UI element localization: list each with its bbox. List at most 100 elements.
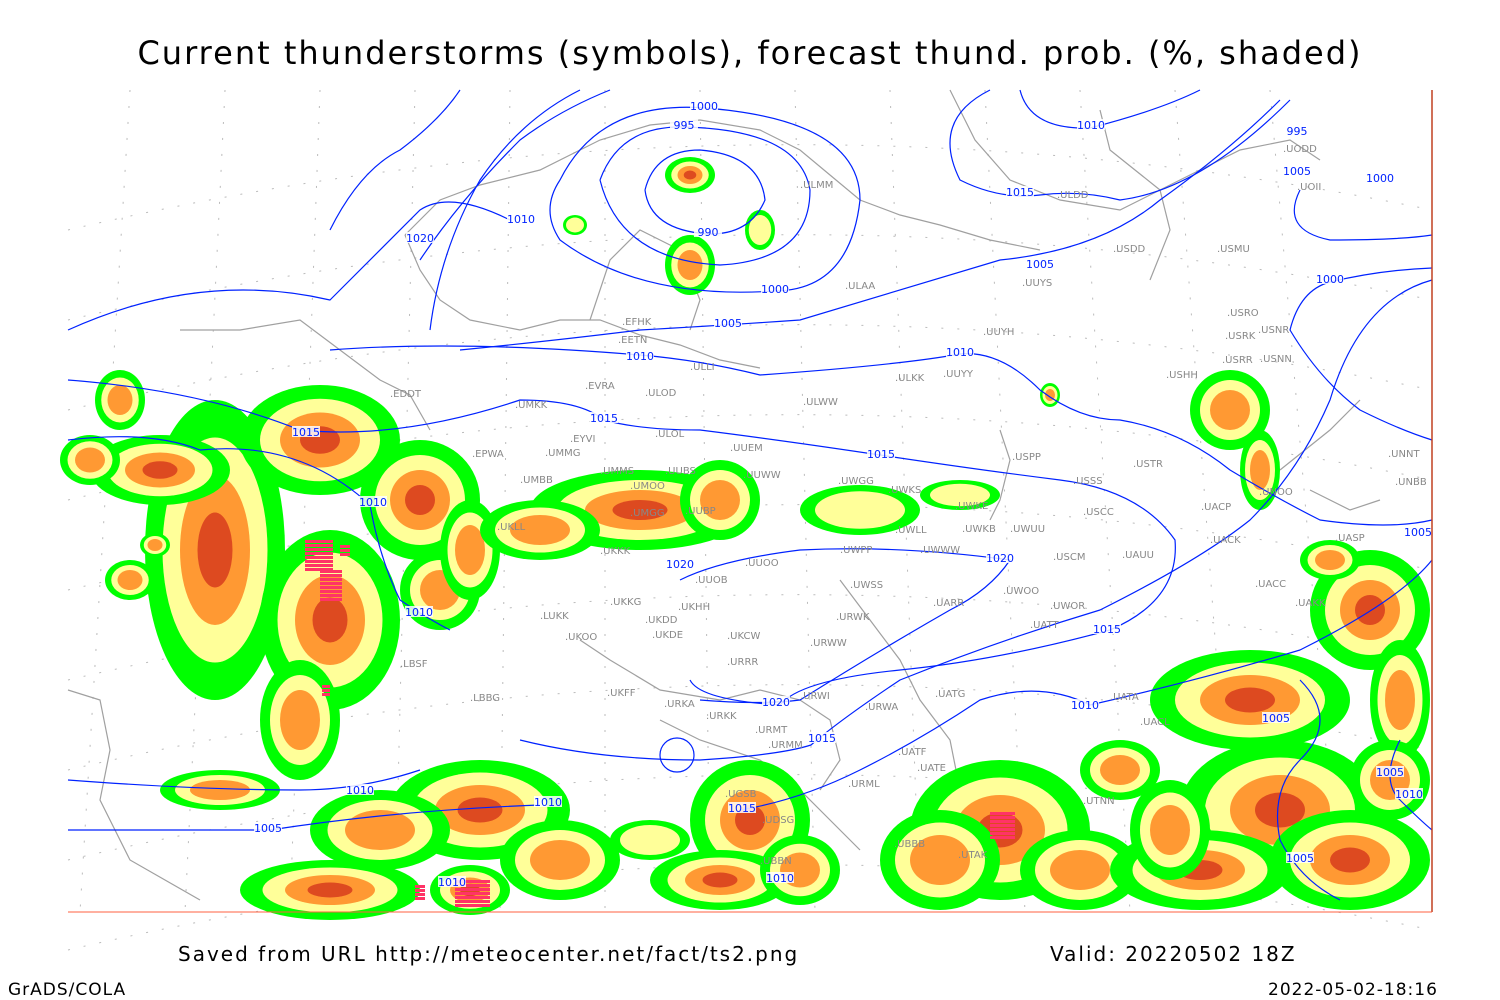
isobar-label-bg <box>762 696 790 707</box>
isobar-label-bg <box>1093 623 1121 634</box>
isobar-label-bg <box>626 350 654 361</box>
station-label: .USDD <box>1113 244 1146 255</box>
thunderstorm-symbol <box>990 812 1015 815</box>
thunderstorm-symbol <box>455 900 490 903</box>
station-label: .UWUU <box>1010 524 1045 535</box>
isobar-label-bg <box>1286 852 1314 863</box>
isobar-label: 1015 <box>1006 186 1034 199</box>
parallel-line <box>67 594 1433 681</box>
prob-very-high-area <box>457 797 503 823</box>
station-label: .UWSS <box>850 580 883 591</box>
station-label: .ULLI <box>690 362 715 373</box>
station-label: .URWW <box>810 638 847 649</box>
station-label: .UMGG <box>630 508 665 519</box>
prob-high-area <box>700 480 740 520</box>
station-label: .UMKK <box>515 400 548 411</box>
isobar-label-bg <box>766 872 794 883</box>
prob-high-area <box>510 515 570 545</box>
coastline <box>180 319 431 431</box>
isobar-label-bg <box>1316 273 1344 284</box>
station-label: .UTNN <box>1083 796 1115 807</box>
isobar-label: 1015 <box>590 412 618 425</box>
prob-high-area <box>107 385 133 415</box>
isobar-label: 1005 <box>1283 165 1311 178</box>
thunderstorm-symbol <box>320 590 342 593</box>
station-label: .UBBN <box>760 856 792 867</box>
station-label: .URMM <box>768 740 803 751</box>
isobar-label-bg <box>714 317 742 328</box>
isobar-label-bg <box>1026 258 1054 269</box>
station-label: .ULDD <box>1057 190 1089 201</box>
isobar-label: 1015 <box>292 426 320 439</box>
station-label: .USHH <box>1166 370 1198 381</box>
thunderstorm-symbol <box>320 574 342 577</box>
software-credit: GrADS/COLA <box>8 980 127 1000</box>
station-label: .UAKK <box>1295 598 1326 609</box>
station-label: .UWGG <box>838 476 874 487</box>
prob-high-area <box>1050 850 1110 890</box>
station-label: .URKA <box>664 699 695 710</box>
thunderstorm-symbol <box>320 578 342 581</box>
isobar-label-bg <box>292 426 320 437</box>
thunderstorm-symbol <box>455 896 490 899</box>
station-label: .LUKK <box>540 611 569 622</box>
coastline <box>989 429 1011 521</box>
station-label: .UWKS <box>888 485 921 496</box>
thunderstorm-symbol <box>340 545 350 548</box>
prob-very-high-area <box>683 170 697 180</box>
isobar-line <box>519 279 1433 761</box>
isobar-label-bg <box>534 796 562 807</box>
coastline <box>949 89 1321 211</box>
isobar-label: 1020 <box>986 552 1014 565</box>
station-label: .USMU <box>1217 244 1250 255</box>
isobar-label-bg <box>946 346 974 357</box>
prob-high-area <box>345 810 415 850</box>
station-label: .UKOO <box>565 632 597 643</box>
thunderstorm-symbol <box>320 598 342 601</box>
prob-high-area <box>147 539 163 551</box>
isobar-label-bg <box>1395 788 1423 799</box>
source-url-text: Saved from URL http://meteocenter.net/fa… <box>178 942 800 966</box>
thunderstorm-symbol <box>455 880 490 883</box>
prob-very-high-area <box>307 882 353 898</box>
station-label: .UDSG <box>762 815 794 826</box>
station-label: .USPP <box>1012 452 1041 463</box>
isobar-line <box>67 769 421 791</box>
station-label: .EVRA <box>585 381 615 392</box>
station-label: .URWK <box>836 612 870 623</box>
station-label: .EYVI <box>570 434 595 445</box>
station-label: .USNR <box>1258 325 1289 336</box>
isobar-label: 1015 <box>1093 623 1121 636</box>
isobar-label-bg <box>406 232 434 243</box>
coastline <box>404 234 761 369</box>
thunderstorm-symbol <box>990 828 1015 831</box>
station-label: .URMT <box>755 725 788 736</box>
isobar-label-bg <box>254 822 282 833</box>
station-label: .UMBB <box>520 475 553 486</box>
station-label: .UWKB <box>962 524 996 535</box>
station-label: .UATT <box>1030 620 1059 631</box>
prob-mid-area <box>930 483 990 507</box>
station-label: .UKCW <box>727 631 760 642</box>
station-label: .USNN <box>1260 354 1292 365</box>
thunderstorm-symbol <box>415 893 425 896</box>
isobar-line <box>1389 739 1433 831</box>
station-label: .UKKG <box>610 597 641 608</box>
prob-very-high-area <box>312 597 348 643</box>
station-label: .UACL <box>1140 717 1170 728</box>
isobar-line <box>67 379 1176 706</box>
station-label: .ULKK <box>895 373 925 384</box>
station-label: .UUBS <box>665 466 696 477</box>
station-label: .UUOO <box>745 558 779 569</box>
isobar-label-bg <box>867 448 895 459</box>
thunderstorm-symbol <box>990 820 1015 823</box>
isobar-label: 1020 <box>666 558 694 571</box>
station-label: .USRR <box>1222 355 1253 366</box>
station-label: .UBBB <box>894 839 925 850</box>
thunderstorm-symbol <box>322 685 330 688</box>
station-label: .UNBB <box>1395 477 1427 488</box>
station-label: .UKDE <box>652 630 683 641</box>
station-label: .URKK <box>706 711 737 722</box>
station-label: .EPWA <box>472 449 504 460</box>
station-label: .ULOL <box>655 429 685 440</box>
